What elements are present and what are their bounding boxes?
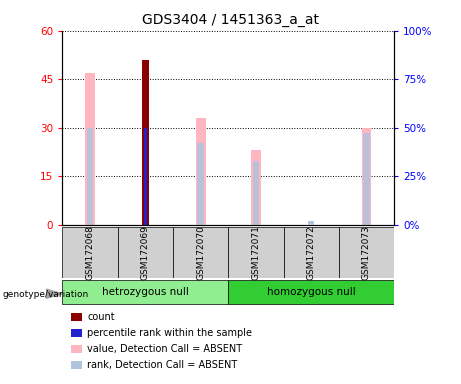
Bar (228, 280, 394, 304)
Bar (62, 280, 228, 304)
Text: count: count (87, 312, 115, 322)
Text: value, Detection Call = ABSENT: value, Detection Call = ABSENT (87, 344, 242, 354)
Bar (251, 150, 261, 225)
Bar (284, 227, 339, 278)
Bar (143, 128, 147, 225)
Bar (85, 73, 95, 225)
Bar (228, 227, 284, 278)
Bar (361, 128, 372, 225)
Bar (197, 143, 204, 225)
Bar (195, 118, 206, 225)
Bar (62, 227, 118, 278)
Bar (142, 60, 148, 225)
Text: GDS3404 / 1451363_a_at: GDS3404 / 1451363_a_at (142, 13, 319, 27)
Text: rank, Detection Call = ABSENT: rank, Detection Call = ABSENT (87, 360, 237, 370)
Text: GSM172072: GSM172072 (307, 225, 316, 280)
Bar (118, 227, 173, 278)
Text: GSM172070: GSM172070 (196, 225, 205, 280)
Text: GSM172068: GSM172068 (85, 225, 95, 280)
Text: GSM172073: GSM172073 (362, 225, 371, 280)
Text: genotype/variation: genotype/variation (2, 290, 89, 299)
Bar (253, 161, 259, 225)
Bar (308, 221, 314, 225)
Bar (339, 227, 394, 278)
Bar (363, 134, 370, 225)
Text: GSM172071: GSM172071 (251, 225, 260, 280)
Text: percentile rank within the sample: percentile rank within the sample (87, 328, 252, 338)
Polygon shape (46, 289, 62, 298)
Text: hetrozygous null: hetrozygous null (102, 287, 189, 297)
Text: GSM172069: GSM172069 (141, 225, 150, 280)
Text: homozygous null: homozygous null (267, 287, 355, 297)
Bar (173, 227, 228, 278)
Bar (87, 128, 93, 225)
